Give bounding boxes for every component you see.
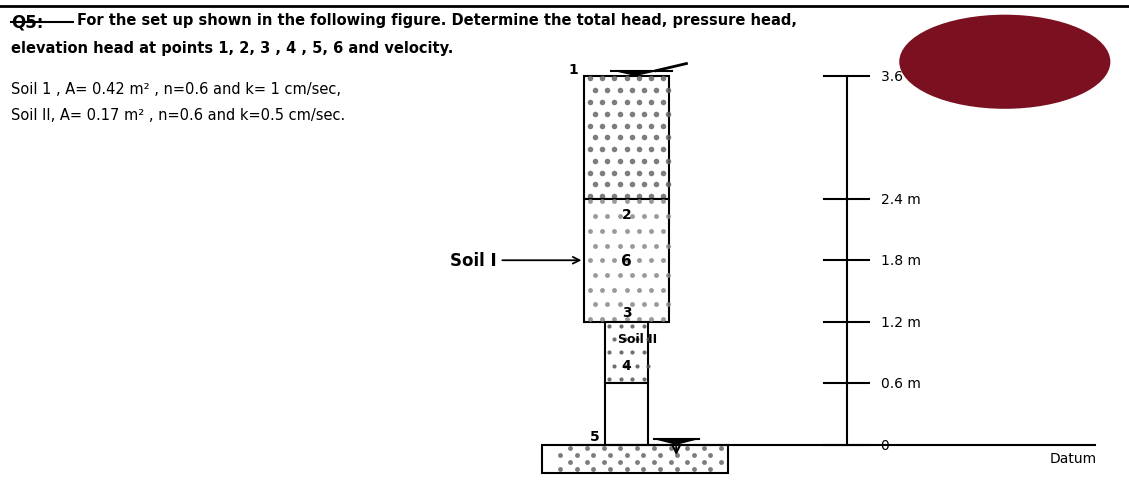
Text: Soil 1 , A= 0.42 m² , n=0.6 and k= 1 cm/sec,: Soil 1 , A= 0.42 m² , n=0.6 and k= 1 cm/… — [11, 82, 341, 97]
Bar — [585, 77, 668, 199]
Text: 3: 3 — [622, 305, 631, 319]
Polygon shape — [615, 72, 656, 76]
Text: Soil I: Soil I — [450, 252, 579, 270]
Text: 1.2 m: 1.2 m — [881, 315, 920, 329]
Text: 0: 0 — [881, 438, 890, 452]
Text: For the set up shown in the following figure. Determine the total head, pressure: For the set up shown in the following fi… — [77, 14, 797, 28]
Text: 2.4 m: 2.4 m — [881, 192, 920, 206]
Text: 6: 6 — [621, 253, 632, 268]
Text: 2: 2 — [622, 207, 631, 221]
Text: 1: 1 — [569, 63, 579, 77]
Text: Datum: Datum — [1050, 451, 1097, 465]
Bar — [542, 445, 728, 473]
Text: elevation head at points 1, 2, 3 , 4 , 5, 6 and velocity.: elevation head at points 1, 2, 3 , 4 , 5… — [11, 41, 454, 56]
Ellipse shape — [899, 16, 1111, 110]
Text: 4: 4 — [622, 358, 631, 372]
Text: 5: 5 — [589, 429, 599, 443]
Bar — [605, 322, 648, 383]
Text: Q5:: Q5: — [11, 14, 44, 31]
Text: 0.6 m: 0.6 m — [881, 376, 920, 390]
Text: Soil II: Soil II — [619, 332, 657, 345]
Text: Soil II, A= 0.17 m² , n=0.6 and k=0.5 cm/sec.: Soil II, A= 0.17 m² , n=0.6 and k=0.5 cm… — [11, 107, 345, 122]
Text: 3.6 m: 3.6 m — [881, 70, 920, 84]
Polygon shape — [656, 439, 697, 444]
Bar — [585, 199, 668, 322]
Bar — [605, 383, 648, 445]
Text: 1.8 m: 1.8 m — [881, 254, 920, 268]
